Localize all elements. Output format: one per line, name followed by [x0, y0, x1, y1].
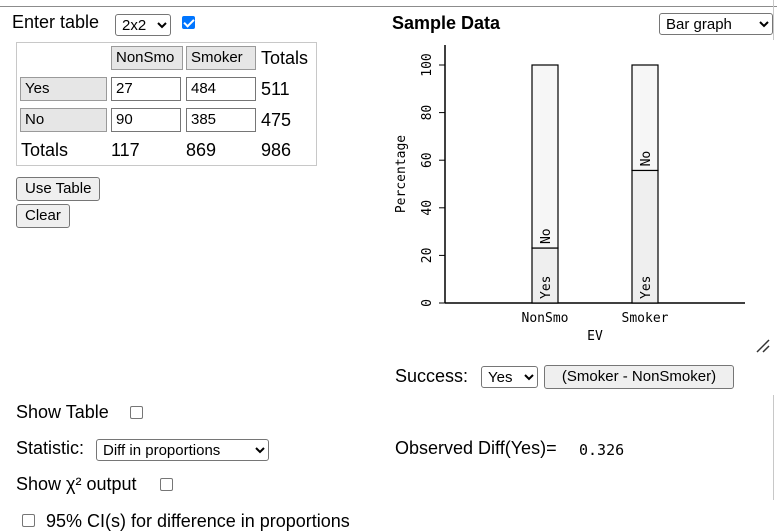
top-divider [0, 6, 777, 7]
show-table-label: Show Table [16, 402, 109, 422]
contingency-table [16, 42, 317, 166]
bar-label-no: No [639, 151, 654, 167]
table-enable-checkbox[interactable] [182, 16, 195, 29]
cell-no-smoker[interactable]: 385 [186, 108, 256, 132]
cell-yes-smoker[interactable]: 484 [186, 77, 256, 101]
col-header-smoker[interactable]: Smoker [186, 46, 256, 70]
bar-chart: 0 20 40 60 80 100 Yes No Yes No NonSmo Smoker Per… [394, 45, 770, 353]
ci-checkbox[interactable] [22, 514, 35, 527]
y-axis-label: Percentage [394, 135, 409, 213]
statistic-select[interactable]: Diff in proportions [96, 439, 269, 461]
cell-yes-nonsmoker[interactable]: 27 [111, 77, 181, 101]
grand-total: 986 [261, 140, 292, 160]
table-size-select[interactable]: 2x2 [115, 14, 171, 36]
y-tick-label: 20 [420, 248, 435, 264]
sample-data-title: Sample Data [392, 13, 501, 33]
totals-row-label: Totals [21, 140, 69, 160]
difference-order-button[interactable]: (Smoker - NonSmoker) [544, 365, 734, 389]
use-table-button[interactable]: Use Table [16, 177, 101, 201]
bar-label-yes: Yes [539, 276, 554, 299]
statistic-label: Statistic: [16, 438, 85, 458]
x-tick-label: Smoker [622, 311, 669, 326]
y-tick-label: 0 [420, 299, 435, 307]
bar-label-no: No [539, 228, 554, 244]
graph-type-select[interactable]: Bar graph [659, 13, 773, 35]
observed-diff-value: 0.326 [579, 441, 625, 459]
ci-label: 95% CI(s) for difference in proportions [46, 511, 350, 531]
y-tick-label: 80 [420, 105, 435, 121]
chi-square-label: Show χ² output [16, 474, 137, 494]
right-edge-divider [773, 0, 774, 40]
right-edge-divider-lower [773, 395, 774, 500]
x-axis-label: EV [587, 329, 603, 344]
success-label: Success: [395, 366, 469, 386]
clear-button[interactable]: Clear [16, 204, 70, 228]
y-tick-label: 60 [420, 152, 435, 168]
success-select[interactable]: Yes [481, 366, 538, 388]
col-header-nonsmoker[interactable]: NonSmo [111, 46, 183, 70]
resize-handle-icon[interactable] [756, 339, 770, 353]
row-total-no: 475 [261, 110, 292, 130]
show-table-checkbox[interactable] [130, 406, 143, 419]
enter-table-label: Enter table [12, 12, 100, 32]
y-tick-label: 40 [420, 200, 435, 216]
col-total-nonsmoker: 117 [111, 140, 140, 160]
row-header-yes[interactable]: Yes [20, 77, 107, 101]
cell-no-nonsmoker[interactable]: 90 [111, 108, 181, 132]
bar-segment-no-smoker [631, 64, 659, 172]
bar-segment-no-nonsmo [531, 64, 559, 249]
observed-diff-label: Observed Diff(Yes)= [395, 438, 557, 458]
y-tick-label: 100 [420, 53, 435, 76]
x-tick-label: NonSmo [522, 311, 569, 326]
col-total-smoker: 869 [186, 140, 217, 160]
chi-square-checkbox[interactable] [160, 478, 173, 491]
totals-col-header: Totals [261, 48, 309, 68]
bar-segment-yes-nonsmo [531, 247, 559, 304]
row-header-no[interactable]: No [20, 108, 107, 132]
row-total-yes: 511 [261, 79, 290, 99]
bar-label-yes: Yes [639, 276, 654, 299]
